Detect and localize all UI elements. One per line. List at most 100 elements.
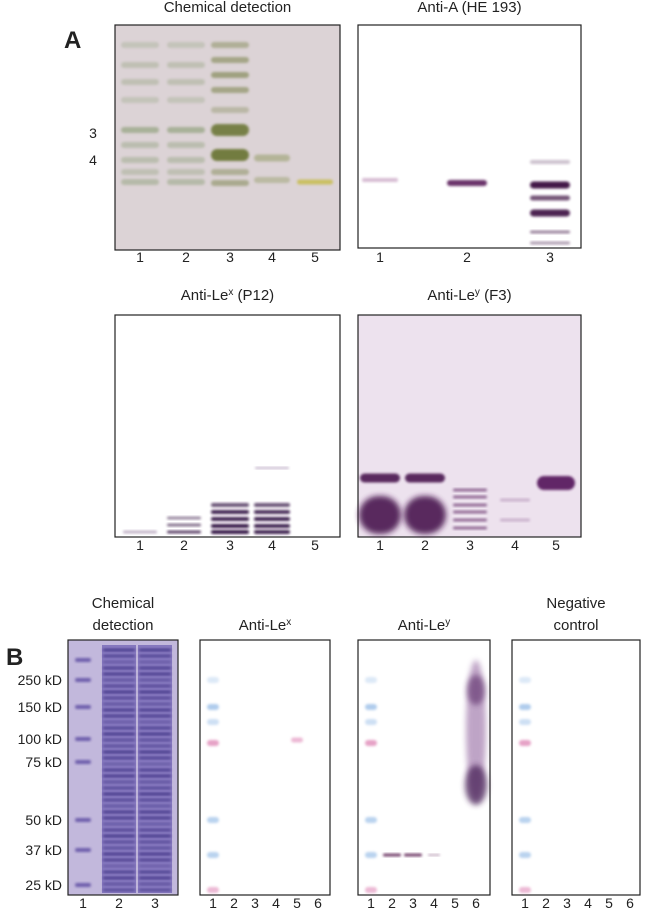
- band: [103, 828, 135, 832]
- lane-label: 3: [563, 895, 571, 911]
- band: [139, 744, 171, 748]
- band: [211, 530, 249, 534]
- title-segment: y: [445, 617, 450, 628]
- title-segment: y: [475, 287, 480, 298]
- band: [139, 810, 171, 814]
- band: [103, 822, 135, 826]
- band: [103, 678, 135, 682]
- band: [139, 648, 171, 652]
- lane-label: 4: [268, 249, 276, 265]
- band: [103, 708, 135, 712]
- band: [167, 97, 205, 103]
- band: [405, 473, 445, 483]
- band: [211, 169, 249, 175]
- band: [291, 737, 303, 743]
- panel-label: A: [64, 27, 81, 54]
- band: [530, 241, 570, 245]
- lane-label: 1: [376, 537, 384, 553]
- lane-label: 6: [472, 895, 480, 911]
- band: [207, 719, 219, 725]
- band: [103, 864, 135, 868]
- title-segment: control: [553, 617, 598, 634]
- band: [428, 854, 440, 856]
- lane-label: 5: [311, 537, 319, 553]
- blot-title: Anti-Lex (P12): [181, 287, 274, 305]
- band: [467, 675, 485, 705]
- band: [211, 107, 249, 113]
- blot-title: detection: [93, 617, 154, 634]
- band: [453, 510, 487, 514]
- band: [103, 702, 135, 706]
- band: [211, 72, 249, 78]
- band: [139, 678, 171, 682]
- band: [103, 696, 135, 700]
- band: [103, 816, 135, 820]
- band: [519, 887, 531, 893]
- band: [139, 852, 171, 856]
- band: [139, 840, 171, 844]
- band: [211, 503, 249, 507]
- title-segment: Chemical detection: [164, 0, 292, 16]
- lane-label: 2: [421, 537, 429, 553]
- blot-frame: [199, 639, 331, 896]
- band: [75, 760, 91, 764]
- band: [121, 42, 159, 48]
- band: [139, 792, 171, 796]
- blot-title: Anti-A (HE 193): [417, 0, 521, 16]
- blot-frame: [357, 314, 582, 538]
- lane-label: 2: [182, 249, 190, 265]
- band: [103, 660, 135, 664]
- mw-label: 37 kD: [25, 842, 62, 858]
- band: [254, 524, 290, 528]
- band: [211, 510, 249, 514]
- band: [103, 876, 135, 880]
- band: [139, 714, 171, 718]
- band: [254, 503, 290, 507]
- band: [103, 852, 135, 856]
- lane-label: 1: [367, 895, 375, 911]
- title-segment: Anti-Le: [181, 287, 229, 304]
- title-segment: Anti-Le: [398, 617, 446, 634]
- band: [103, 792, 135, 796]
- lane-label: 5: [451, 895, 459, 911]
- band: [167, 157, 205, 163]
- band: [103, 756, 135, 760]
- lane-label: 4: [511, 537, 519, 553]
- band: [103, 858, 135, 862]
- band: [103, 690, 135, 694]
- lane-label: 2: [180, 537, 188, 553]
- mw-label: 25 kD: [25, 877, 62, 893]
- band: [519, 852, 531, 858]
- lane-label: 3: [251, 895, 259, 911]
- lane-label: 4: [268, 537, 276, 553]
- band: [103, 720, 135, 724]
- lane-label: 3: [409, 895, 417, 911]
- band: [103, 654, 135, 658]
- blot-title: Negative: [546, 595, 605, 612]
- band: [139, 660, 171, 664]
- band: [139, 834, 171, 838]
- band: [254, 530, 290, 534]
- band: [453, 488, 487, 492]
- band: [211, 87, 249, 93]
- band: [211, 149, 249, 161]
- band: [103, 684, 135, 688]
- blot-title: Anti-Ley (F3): [427, 287, 511, 305]
- band: [103, 732, 135, 736]
- band: [211, 180, 249, 186]
- title-segment: Negative: [546, 595, 605, 612]
- band: [139, 864, 171, 868]
- band: [139, 654, 171, 658]
- band: [103, 780, 135, 784]
- band: [139, 870, 171, 874]
- title-segment: Anti-Le: [239, 617, 287, 634]
- band: [75, 818, 91, 822]
- band: [139, 732, 171, 736]
- lane-label: 1: [136, 537, 144, 553]
- band: [139, 696, 171, 700]
- band: [103, 666, 135, 670]
- band: [75, 883, 91, 887]
- band: [167, 523, 201, 527]
